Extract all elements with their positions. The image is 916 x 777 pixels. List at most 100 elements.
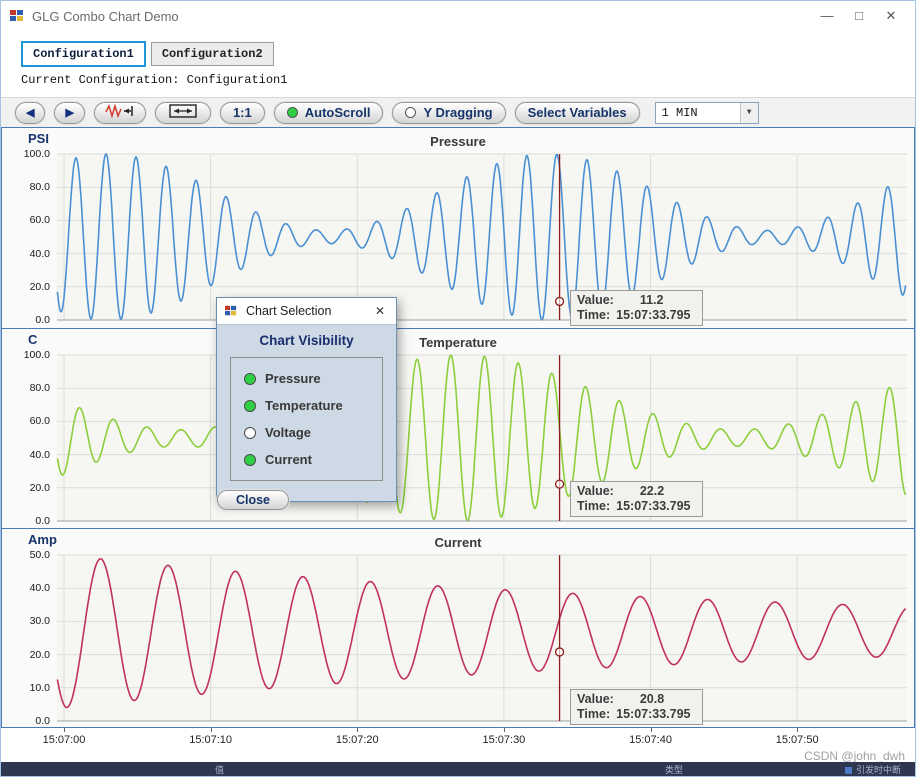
visibility-item-voltage[interactable]: Voltage [244,419,382,446]
cursor-marker [554,479,565,489]
interval-dropdown[interactable]: 1 MIN ▼ [654,101,759,124]
x-tick-label: 15:07:40 [629,734,672,746]
select-variables-button[interactable]: Select Variables [514,101,640,124]
y-tick-label: 0.0 [35,715,50,727]
tooltip-value: 22.2 [639,484,665,498]
x-tick-mark [64,728,65,732]
tab-configuration1[interactable]: Configuration1 [21,41,146,67]
watermark: CSDN @john_dwh [804,749,905,763]
y-dragging-label: Y Dragging [423,105,493,120]
y-tick-label: 100.0 [23,148,50,160]
visibility-item-pressure[interactable]: Pressure [244,365,382,392]
cursor-marker [554,296,565,307]
dialog-body: Chart Visibility Pressure Temperature Vo… [217,333,396,510]
x-tick-label: 15:07:00 [42,734,86,746]
x-tick-label: 15:07:30 [482,734,526,746]
dialog-title-bar[interactable]: Chart Selection ✕ [217,298,396,325]
radio-icon-pressure[interactable] [244,372,256,385]
chart-panel-pressure: PSI Pressure Value: 11.2 Time: 15:07:33.79… [2,128,914,328]
tab-configuration2[interactable]: Configuration2 [150,42,274,66]
current-configuration-label: Current Configuration: Configuration1 [21,73,288,87]
y-tick-label: 0.0 [35,515,50,527]
scroll-right-button[interactable]: ▶ [54,101,85,124]
x-tick-mark [650,728,652,732]
visibility-group: Pressure Temperature Voltage Current [230,357,383,481]
chevron-down-icon[interactable]: ▼ [739,102,758,123]
cursor-marker [554,647,565,657]
waveform-reset-icon [105,103,135,121]
tooltip-value-label: Value: [577,692,614,706]
chart-panel-current: Amp Current Value: 20.8 Time: 15:07:33.795… [2,528,914,728]
plot-background [57,355,907,521]
scroll-left-button[interactable]: ◀ [15,101,46,124]
radio-icon-voltage[interactable] [244,426,256,439]
y-axis-unit-pressure: PSI [28,131,49,146]
y-tick-label: 0.0 [35,314,50,326]
y-tick-label: 80.0 [29,181,50,194]
y-dragging-toggle[interactable]: Y Dragging [392,101,506,124]
dialog-close-button[interactable]: Close [217,490,289,510]
dialog-title: Chart Selection [246,304,332,318]
y-tick-label: 20.0 [29,280,50,293]
tooltip-time: 15:07:33.795 [616,707,691,721]
chart-selection-dialog: Chart Selection ✕ Chart Visibility Press… [216,297,397,510]
tooltip-time: 15:07:33.795 [616,499,691,513]
waveform [56,152,907,322]
chart-visibility-heading: Chart Visibility [259,333,354,348]
temperature-plot[interactable] [2,329,916,529]
close-button[interactable]: ✕ [885,8,897,23]
tooltip-time-label: Time: [577,499,611,513]
y-tick-label: 50.0 [29,549,50,561]
visibility-label: Temperature [265,398,343,413]
reset-chart-button[interactable] [93,101,146,124]
tooltip-value-label: Value: [577,293,614,307]
zoom-box-icon [166,103,200,122]
x-tick-label: 15:07:20 [335,734,379,746]
autoscroll-label: AutoScroll [304,105,371,120]
y-tick-label: 40.0 [29,448,50,461]
chart-toolbar: ◀ ▶ [1,97,915,127]
radio-icon-temperature[interactable] [244,399,256,412]
visibility-label: Voltage [265,425,311,440]
app-icon [9,9,25,23]
visibility-item-temperature[interactable]: Temperature [244,392,382,419]
x-tick-mark [503,728,505,732]
current-plot[interactable] [2,529,916,729]
right-arrow-icon: ▶ [65,107,74,119]
bottom-strip-left-text: 值 [215,766,225,776]
bottom-strip-right-text: 引发时中断 [855,766,901,776]
y-axis-unit-current: Amp [28,532,57,547]
y-tick-label: 60.0 [29,415,50,428]
y-tick-label: 100.0 [23,349,50,361]
y-tick-label: 60.0 [29,214,50,227]
x-tick-label: 15:07:50 [775,734,819,746]
one-to-one-button[interactable]: 1:1 [219,101,265,124]
visibility-item-current[interactable]: Current [244,446,382,473]
cursor-tooltip-current: Value: 20.8 Time: 15:07:33.795 [570,689,703,725]
y-dragging-indicator-icon [405,107,417,118]
x-tick-mark [357,728,359,732]
visibility-label: Current [265,452,312,467]
title-bar[interactable]: GLG Combo Chart Demo — □ ✕ [1,1,915,31]
dialog-icon [224,304,240,318]
zoom-box-button[interactable] [154,101,211,124]
plot-background [57,555,907,721]
configuration-tabs: Configuration1 Configuration2 [21,41,274,67]
y-tick-label: 40.0 [29,247,50,260]
bottom-status-strip: 值 类型 引发时中断 [1,762,915,776]
chart-title-pressure: Pressure [430,134,486,149]
y-axis-unit-temperature: C [28,332,38,347]
maximize-button[interactable]: □ [855,8,863,23]
plot-background [57,154,907,320]
dialog-close-icon[interactable]: ✕ [374,304,386,318]
autoscroll-toggle[interactable]: AutoScroll [273,101,384,124]
autoscroll-indicator-icon [286,107,298,118]
chart-title-temperature: Temperature [419,335,497,350]
pressure-plot[interactable] [2,128,916,328]
radio-icon-current[interactable] [244,453,256,466]
minimize-button[interactable]: — [820,8,834,23]
tooltip-time: 15:07:33.795 [616,308,691,322]
tooltip-time-label: Time: [577,308,611,322]
cursor-tooltip-pressure: Value: 11.2 Time: 15:07:33.795 [570,290,703,326]
